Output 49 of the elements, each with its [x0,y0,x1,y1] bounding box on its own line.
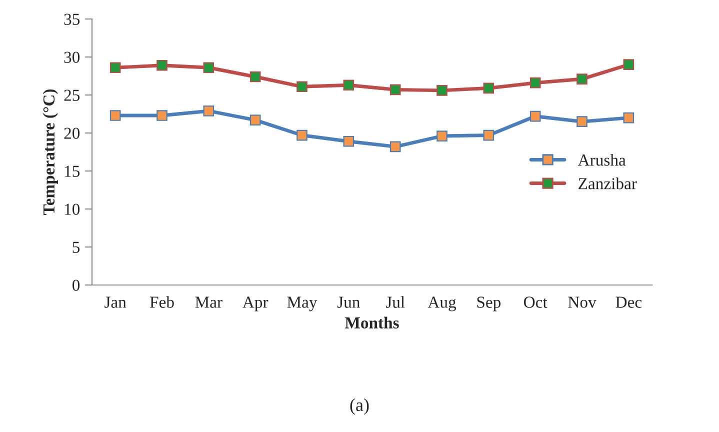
point [483,130,494,141]
legend-label: Arusha [578,154,626,166]
point [250,71,261,82]
x-tick-label: Feb [150,296,174,308]
x-tick-label: Sep [477,296,501,312]
x-tick-label: Dec [616,296,642,308]
point [156,110,168,121]
y-axis-title: Temperature (°C) [42,89,58,216]
point [623,59,634,70]
point [110,110,121,121]
point [390,141,401,152]
point [250,114,261,126]
x-tick-label: Nov [568,296,596,308]
x-tick-label: Aug [428,296,456,312]
x-tick-label: Mar [195,296,222,308]
x-tick-label: Jan [104,296,126,308]
y-tick-label: 0 [72,280,80,291]
x-tick-label: May [287,296,318,312]
point [436,85,448,96]
point [296,130,308,141]
point [203,106,214,116]
x-tick-label: Jun [337,296,360,308]
y-tick-label: 15 [64,166,80,177]
point [436,130,448,142]
point [343,80,354,91]
point [576,74,588,84]
point [390,84,401,96]
point [483,82,494,94]
y-tick-label: 30 [64,52,80,63]
text: (a) [350,398,369,415]
x-tick-label: Jul [386,296,405,308]
point [576,116,588,128]
x-tick-label: Apr [242,296,268,312]
x-tick-label: Oct [524,296,548,308]
point [203,62,214,74]
point [110,62,121,74]
y-tick-label: 20 [64,128,80,139]
y-tick-label: 5 [72,242,80,253]
point [156,60,168,71]
y-tick-label: 25 [64,90,80,101]
point [530,77,541,88]
point [623,112,634,124]
y-tick-label: 10 [64,204,80,215]
legend-label: Zanzibar [578,178,637,190]
y-tick-label: 35 [64,14,80,25]
x-axis-title: Months [344,316,399,329]
point [296,81,308,92]
point [530,110,541,122]
point [343,136,354,147]
